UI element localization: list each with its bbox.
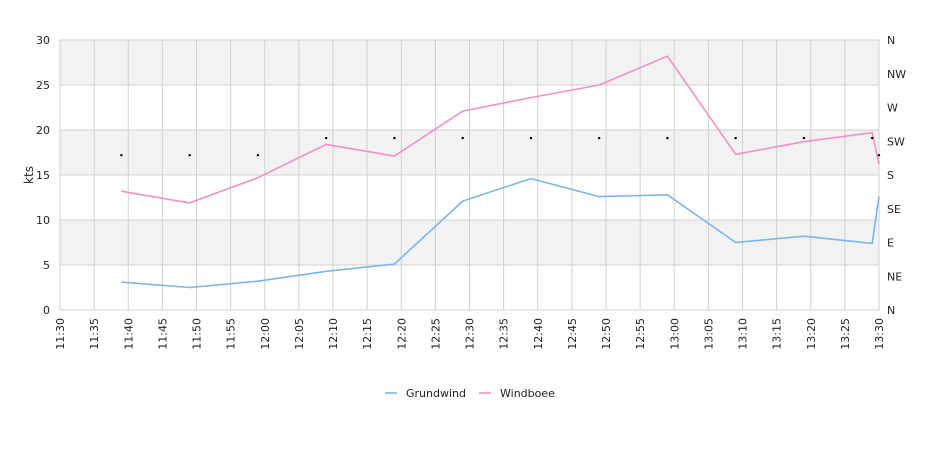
x-tick-label: 12:40 bbox=[532, 318, 545, 350]
x-tick-label: 12:25 bbox=[429, 318, 442, 350]
series-lines bbox=[121, 55, 880, 289]
direction-marker bbox=[870, 136, 874, 140]
y2-tick-label: S bbox=[887, 169, 894, 182]
y-axis-title: kts bbox=[22, 166, 36, 184]
y2-tick-label: W bbox=[887, 102, 898, 115]
x-tick-label: 11:30 bbox=[54, 318, 67, 350]
direction-marker bbox=[734, 136, 737, 140]
legend-label: Grundwind bbox=[406, 387, 466, 400]
x-tick-label: 12:05 bbox=[293, 318, 306, 350]
x-tick-label: 13:25 bbox=[839, 318, 852, 350]
x-tick-label: 11:55 bbox=[225, 318, 238, 350]
x-tick-label: 12:30 bbox=[464, 318, 477, 350]
x-tick-label: 11:50 bbox=[191, 318, 204, 350]
legend-label: Windboee bbox=[500, 387, 555, 400]
x-tick-label: 11:35 bbox=[88, 318, 101, 350]
direction-marker bbox=[324, 136, 328, 140]
y-axis-left: 0 5 10 15 20 25 30 bbox=[36, 34, 50, 317]
x-tick-label: 12:35 bbox=[498, 318, 511, 350]
x-tick-label: 12:00 bbox=[259, 318, 272, 350]
x-tick-label: 12:10 bbox=[327, 318, 340, 350]
y2-tick-label: SW bbox=[887, 135, 905, 148]
y2-tick-label: NW bbox=[887, 68, 906, 81]
x-tick-label: 13:00 bbox=[668, 318, 681, 350]
x-tick-label: 12:20 bbox=[395, 318, 408, 350]
legend[interactable]: Grundwind Windboee bbox=[385, 387, 555, 400]
y-tick-label: 25 bbox=[36, 79, 50, 92]
x-tick-label: 13:30 bbox=[873, 318, 886, 350]
y-tick-label: 20 bbox=[36, 124, 50, 137]
direction-marker bbox=[666, 136, 669, 140]
y-tick-label: 15 bbox=[36, 169, 50, 182]
x-tick-label: 12:55 bbox=[634, 318, 647, 350]
y-tick-label: 10 bbox=[36, 214, 50, 227]
y2-tick-label: N bbox=[887, 34, 895, 47]
x-tick-label: 12:45 bbox=[566, 318, 579, 350]
direction-marker bbox=[256, 154, 260, 157]
y2-tick-label: N bbox=[887, 304, 895, 317]
x-tick-label: 11:45 bbox=[156, 318, 169, 350]
y-tick-label: 30 bbox=[36, 34, 50, 47]
y-tick-label: 5 bbox=[43, 259, 50, 272]
direction-marker bbox=[597, 136, 601, 140]
series-line-grundwind bbox=[121, 177, 880, 289]
x-tick-label: 12:15 bbox=[361, 318, 374, 350]
y-axis-right: N NE E SE S SW W NW N bbox=[887, 34, 906, 317]
legend-item-grundwind[interactable]: Grundwind bbox=[385, 387, 466, 400]
direction-markers bbox=[120, 136, 881, 157]
legend-item-windboee[interactable]: Windboee bbox=[479, 387, 555, 400]
grid-lines bbox=[59, 39, 880, 311]
x-tick-label: 13:15 bbox=[771, 318, 784, 350]
x-tick-label: 13:20 bbox=[805, 318, 818, 350]
direction-marker bbox=[461, 136, 464, 140]
direction-marker bbox=[802, 136, 806, 140]
series-line-windboee bbox=[121, 55, 880, 204]
y2-tick-label: NE bbox=[887, 270, 902, 283]
direction-marker bbox=[393, 136, 396, 140]
x-tick-label: 12:50 bbox=[600, 318, 613, 350]
y2-tick-label: E bbox=[887, 237, 894, 250]
direction-marker bbox=[120, 154, 123, 157]
y2-tick-label: SE bbox=[887, 203, 901, 216]
x-tick-label: 13:05 bbox=[702, 318, 715, 350]
y-tick-label: 0 bbox=[43, 304, 50, 317]
direction-marker bbox=[529, 136, 533, 140]
x-tick-label: 11:40 bbox=[122, 318, 135, 350]
x-tick-label: 13:10 bbox=[737, 318, 750, 350]
direction-marker bbox=[188, 154, 191, 157]
direction-marker bbox=[877, 154, 881, 157]
x-axis: 11:30 11:35 11:40 11:45 11:50 11:55 12:00 12:05… bbox=[54, 318, 886, 350]
